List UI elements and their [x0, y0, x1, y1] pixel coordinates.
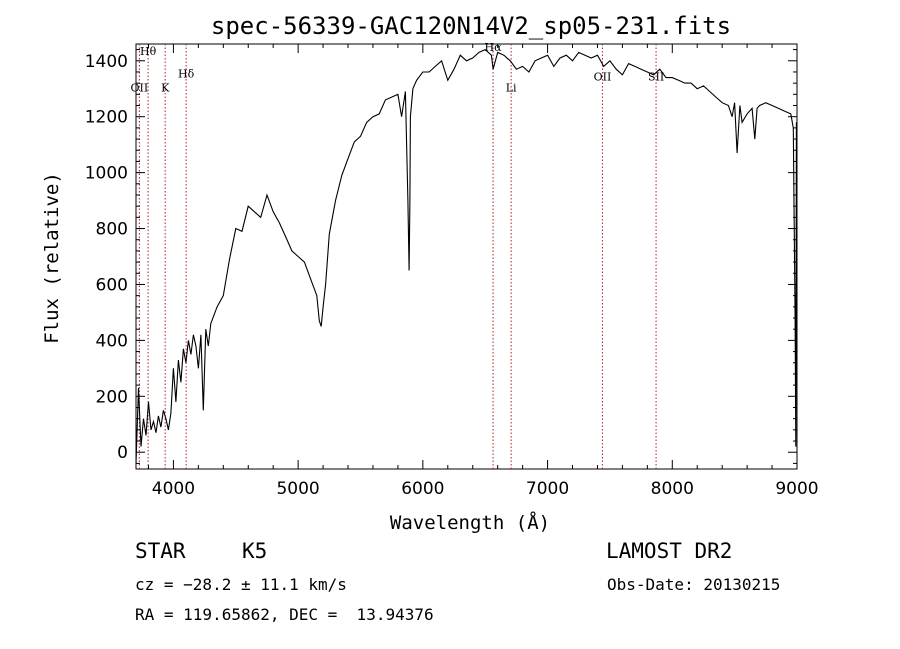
marker-label-6: OII: [594, 70, 612, 83]
y-axis-label: Flux (relative): [41, 172, 63, 344]
marker-label-0: OII: [131, 82, 149, 95]
spectrum-series: [135, 48, 798, 464]
plot-frame: [135, 43, 798, 470]
y-tick-label-2: 400: [96, 331, 128, 351]
x-axis-ticks: 4000 5000 6000 7000 8000 9000: [147, 44, 819, 499]
x-axis-label: Wavelength (Å): [390, 511, 550, 534]
observation-date: Obs-Date: 20130215: [607, 575, 781, 594]
x-tick-label-2: 6000: [401, 479, 444, 499]
marker-label-2: K: [161, 82, 170, 95]
sky-coordinates: RA = 119.65862, DEC = 13.94376: [135, 605, 434, 624]
survey-name: LAMOST DR2: [606, 539, 733, 563]
redshift-velocity: cz = −28.2 ± 11.1 km/s: [135, 575, 347, 594]
spectrum-line: [135, 48, 798, 464]
x-tick-label-5: 9000: [775, 479, 818, 499]
marker-label-3: Hδ: [178, 68, 195, 81]
x-tick-label-3: 7000: [526, 479, 569, 499]
y-tick-label-3: 600: [96, 275, 128, 295]
x-tick-label-1: 5000: [276, 479, 319, 499]
y-tick-label-4: 800: [96, 220, 128, 240]
object-class: STAR: [135, 539, 186, 563]
marker-label-1: Hθ: [140, 45, 157, 58]
y-axis-ticks: 0 200 400 600 800 1000 1200 1400: [85, 49, 797, 464]
y-tick-label-0: 0: [117, 443, 128, 463]
y-tick-label-5: 1000: [85, 164, 128, 184]
x-tick-label-0: 4000: [152, 479, 195, 499]
x-tick-label-4: 8000: [651, 479, 694, 499]
y-tick-label-7: 1400: [85, 52, 128, 72]
y-tick-label-6: 1200: [85, 108, 128, 128]
chart-title: spec-56339-GAC120N14V2_sp05-231.fits: [211, 12, 731, 40]
object-subclass: K5: [242, 539, 268, 563]
y-tick-label-1: 200: [96, 387, 128, 407]
marker-label-5: Li: [506, 82, 517, 95]
